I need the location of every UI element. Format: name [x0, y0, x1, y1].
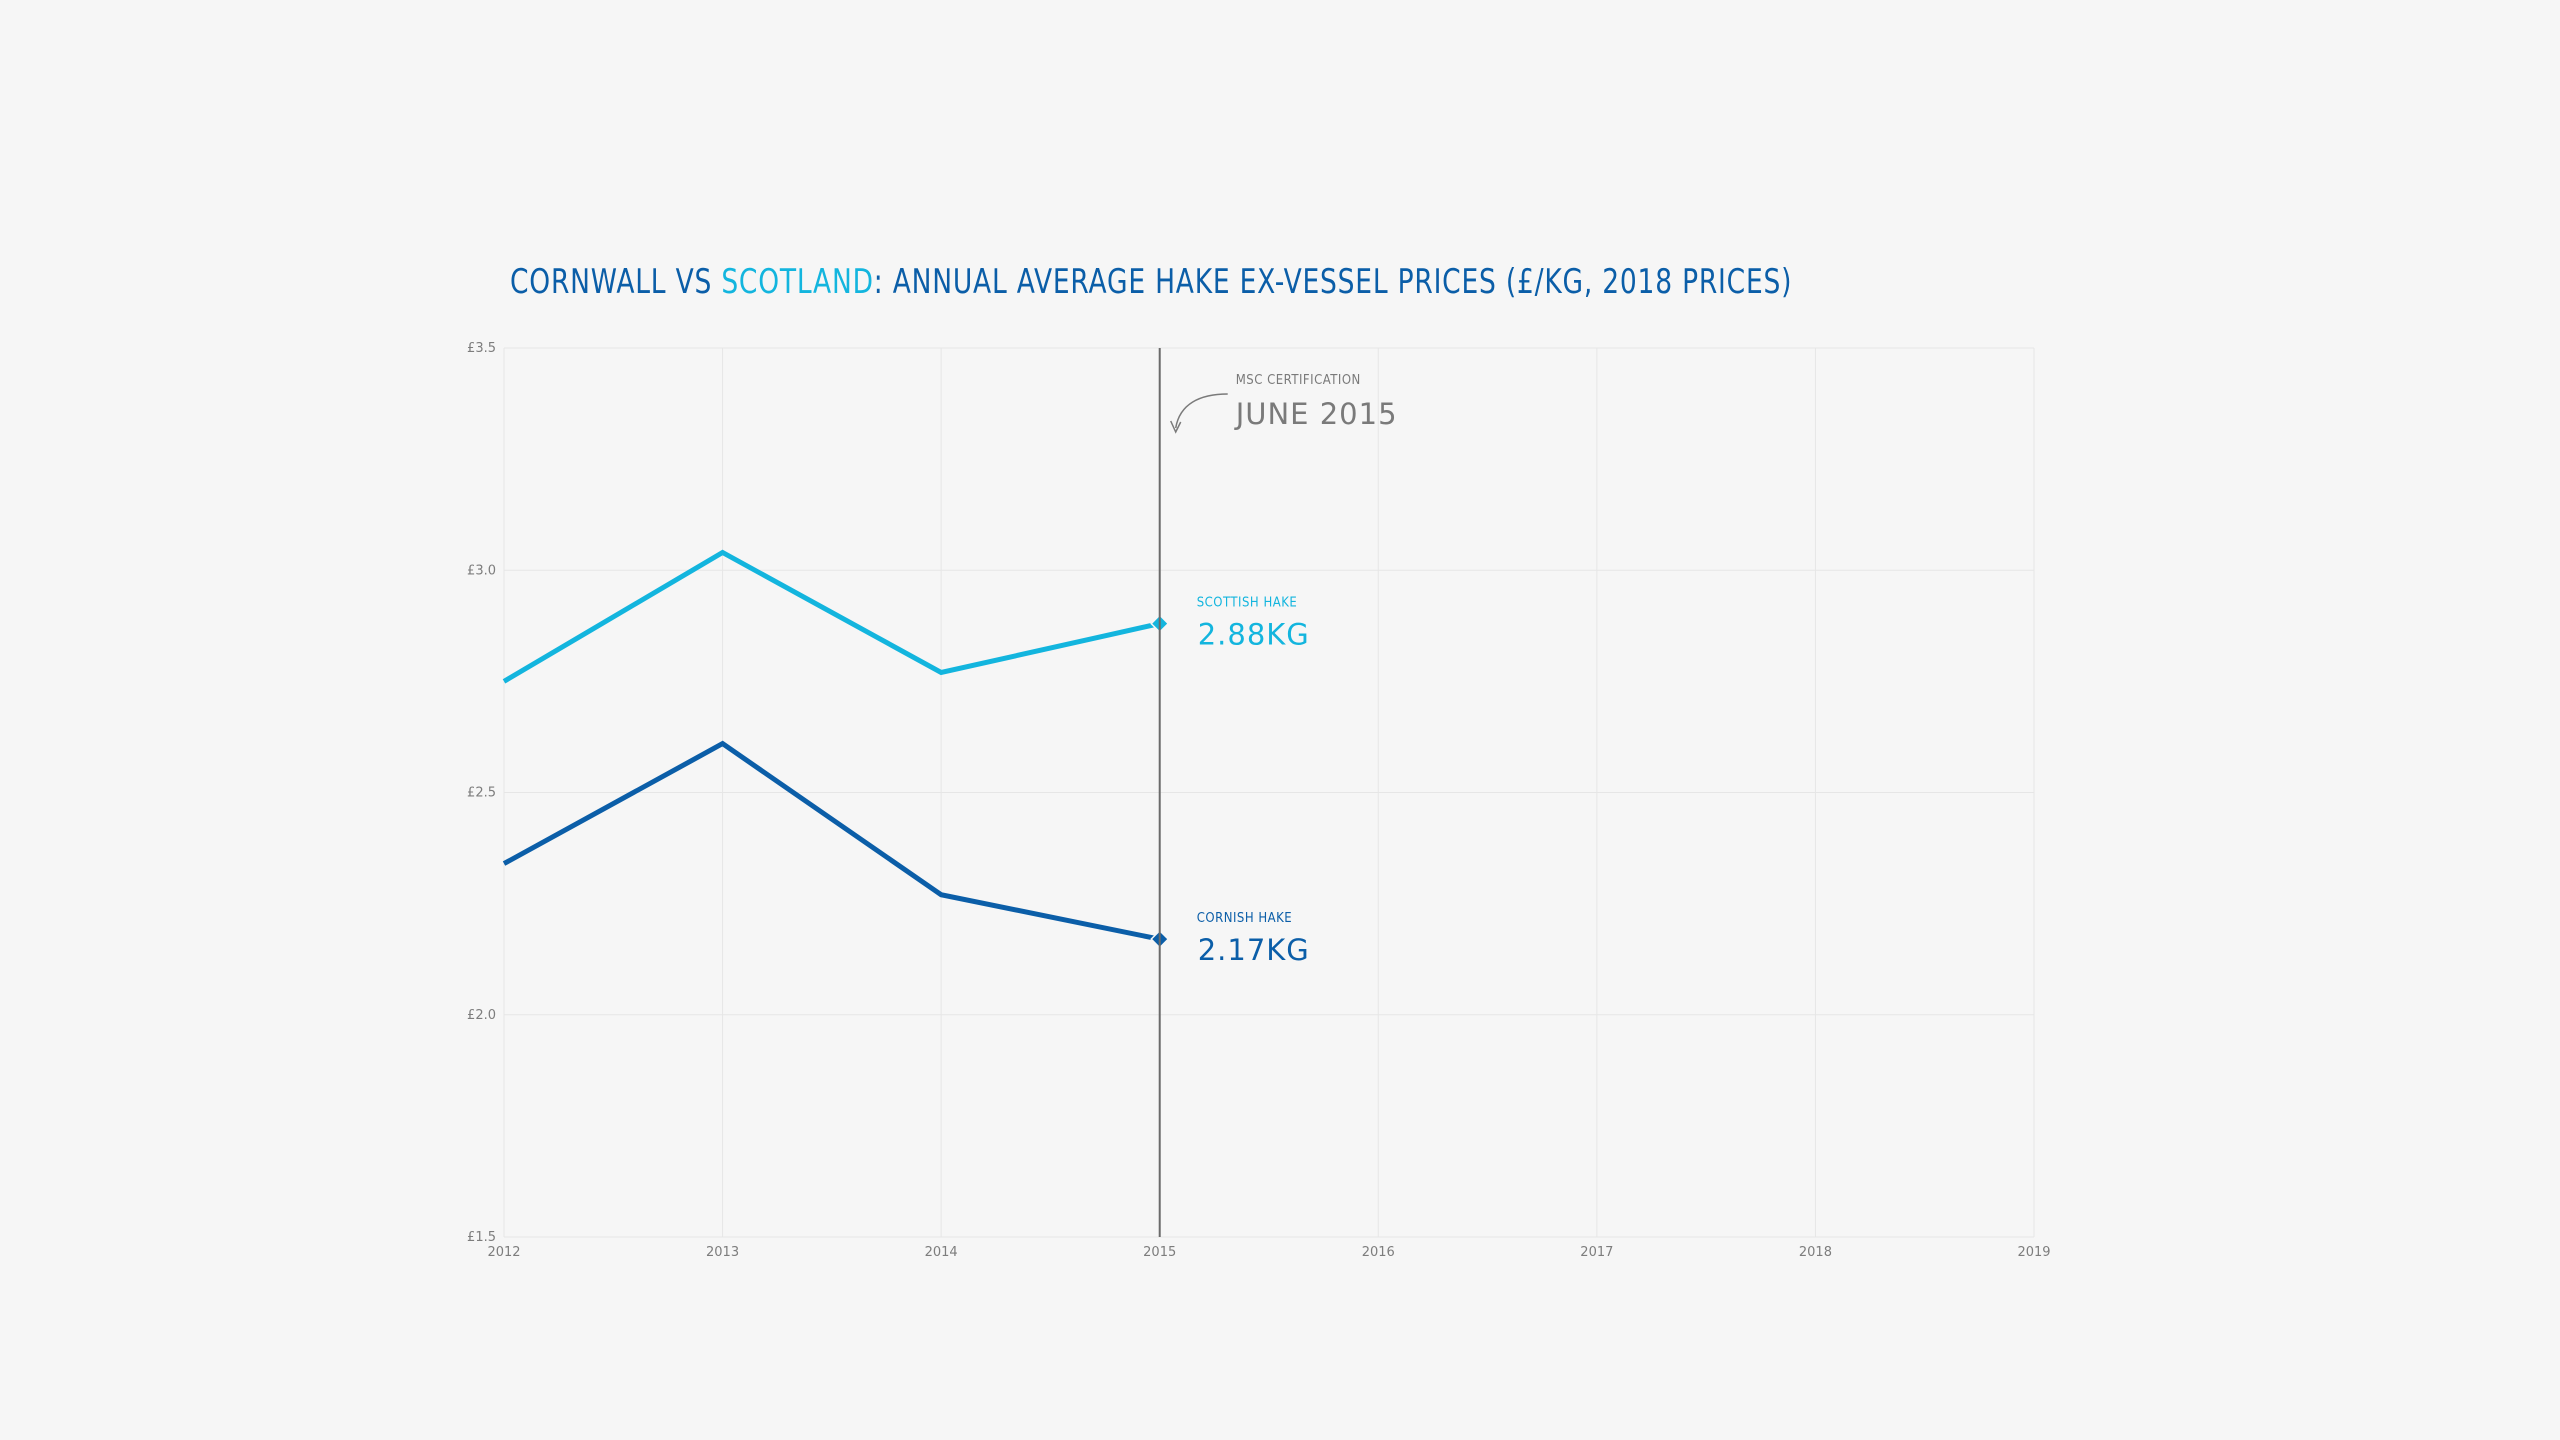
series-line-cornish — [502, 740, 1161, 942]
annotation-arrow-icon — [1174, 393, 1228, 429]
series-end-value-label: 2.17KG — [1198, 933, 1310, 967]
title-cornwall: CORNWALL VS — [510, 262, 722, 302]
y-tick-label: £2.0 — [467, 1008, 496, 1023]
y-tick-label: £1.5 — [467, 1230, 496, 1245]
grid-layer — [503, 347, 2035, 1238]
x-tick-label: 2017 — [1580, 1245, 1613, 1260]
y-tick-label: £3.0 — [467, 563, 496, 578]
series-name-label: CORNISH HAKE — [1197, 911, 1292, 926]
annotation-arrowhead-icon — [1170, 420, 1182, 434]
series-end-value-label: 2.88KG — [1198, 618, 1310, 652]
axis-labels: £1.5 £2.0 £2.5 £3.0 £3.5 2012 2013 2014 2015 2016… — [467, 341, 2051, 1260]
y-tick-label: £3.5 — [467, 341, 496, 356]
chart-title: CORNWALL VS SCOTLAND: ANNUAL AVERAGE HAK… — [510, 262, 1792, 302]
msc-certification-label: MSC CERTIFICATION — [1236, 373, 1361, 388]
x-tick-label: 2018 — [1799, 1245, 1832, 1260]
series-layer: SCOTTISH HAKE 2.88KG CORNISH HAKE 2.17KG — [502, 549, 1310, 967]
series-name-label: SCOTTISH HAKE — [1197, 596, 1298, 611]
title-rest: : ANNUAL AVERAGE HAKE EX-VESSEL PRICES (… — [873, 262, 1793, 302]
y-tick-label: £2.5 — [467, 786, 496, 801]
x-tick-label: 2013 — [706, 1245, 739, 1260]
title-scotland: SCOTLAND — [721, 262, 874, 302]
x-tick-label: 2016 — [1362, 1245, 1395, 1260]
x-tick-label: 2014 — [925, 1245, 958, 1260]
x-tick-label: 2015 — [1143, 1245, 1176, 1260]
annotation-layer: MSC CERTIFICATION JUNE 2015 — [1158, 348, 1398, 1237]
x-tick-label: 2019 — [2017, 1245, 2050, 1260]
series-line-scottish — [502, 549, 1161, 684]
x-tick-label: 2012 — [487, 1245, 520, 1260]
msc-date-label: JUNE 2015 — [1234, 397, 1398, 431]
